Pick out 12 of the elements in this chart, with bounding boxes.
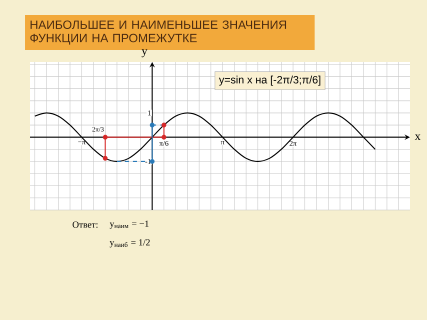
text: y$_{наиб}$ = 1/2	[110, 239, 150, 248]
point	[162, 134, 166, 140]
point	[102, 134, 108, 140]
text: y=sin x на [-2π/3;π/6]	[218, 76, 320, 86]
text: Ответ:	[72, 222, 98, 228]
y-axis-title: y	[142, 49, 148, 58]
x-axis-title: x	[414, 134, 421, 140]
chart-title: НАИБОЛЬШЕЕ И НАИМЕНЬШЕЕ ЗНАЧЕНИЯ ФУНКЦИИ НА ПРОМЕЖУТКЕ	[30, 20, 286, 45]
point	[150, 122, 155, 128]
point	[102, 156, 108, 161]
point	[162, 122, 166, 128]
text: y$_{наим}$ = −1	[110, 220, 149, 229]
